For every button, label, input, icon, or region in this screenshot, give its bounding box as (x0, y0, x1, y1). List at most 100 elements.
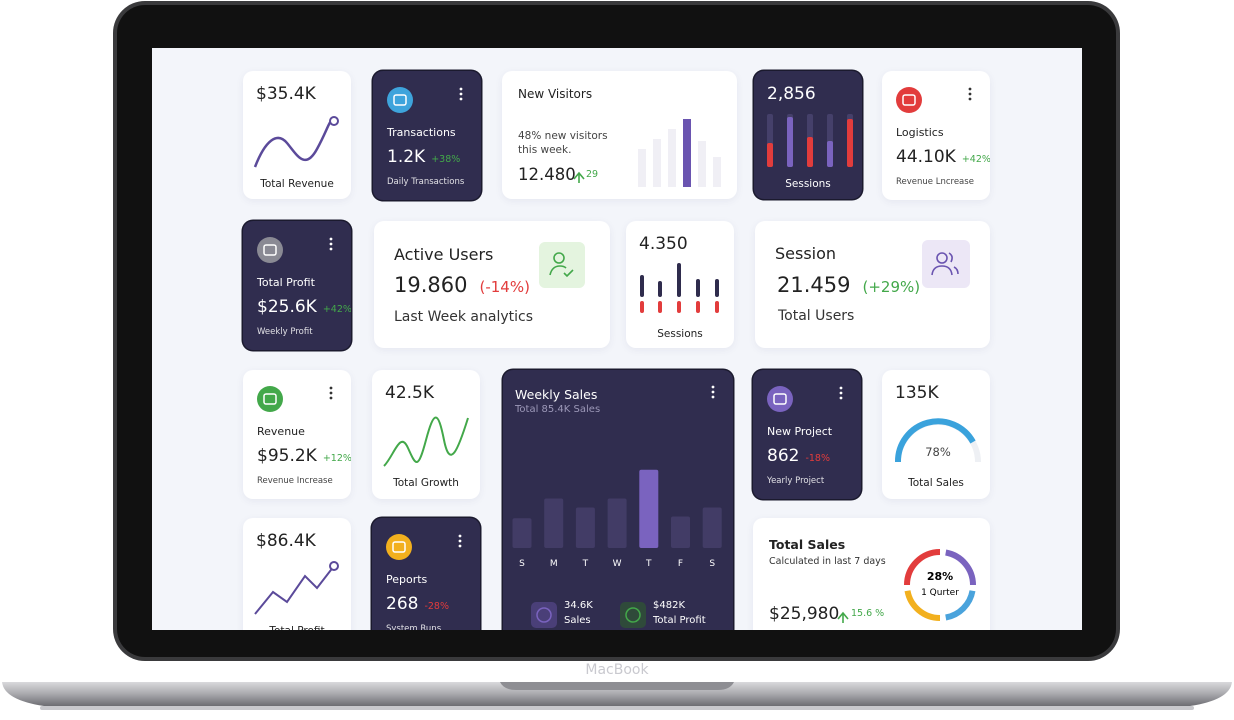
card: Total Sales Calculated in last 7 days $25,… (753, 518, 990, 630)
card: New Project 862 -18% Yearly Project (753, 370, 861, 499)
graphic (640, 263, 719, 313)
card-title: Session (775, 244, 837, 263)
menu-dot (459, 97, 463, 101)
bar (575, 507, 595, 548)
card: $86.4K Total Profit (243, 518, 351, 630)
icon-glyph (393, 94, 407, 106)
dashboard: $35.4K Total Revenue Transactions 1.2K +38% D… (152, 48, 1082, 630)
trend-end (329, 561, 339, 571)
card: Logistics 44.10K +42% Revenue Lncrease (882, 71, 990, 200)
graphic (383, 416, 469, 467)
level (847, 119, 853, 167)
level (767, 143, 773, 167)
card: 42.5K Total Growth (372, 370, 480, 499)
card-label: Total Profit (243, 625, 351, 630)
icon-box (539, 242, 585, 288)
card-value: $25.6K (257, 297, 317, 317)
graphic: 28% 1 Qurter (837, 549, 976, 623)
menu-dot (329, 391, 333, 395)
value-row: 268 -28% (386, 594, 449, 614)
card-value: $35.4K (256, 84, 316, 104)
card: Transactions 1.2K +38% Daily Transactions (373, 71, 481, 200)
trend-line (254, 565, 335, 615)
menu-button[interactable] (329, 237, 333, 251)
card-value: 2,856 (767, 84, 816, 104)
bar (702, 507, 722, 548)
card-change: (+29%) (862, 278, 921, 296)
donut-value: 28% (927, 570, 953, 583)
menu-button[interactable] (968, 87, 972, 101)
card-change: -18% (805, 453, 830, 464)
bar (607, 498, 627, 548)
menu-dot (329, 237, 333, 241)
bar-decoration (638, 149, 646, 187)
value-row: 1.2K +38% (387, 147, 460, 167)
card: New Visitors 48% new visitors this week. 1… (502, 71, 737, 199)
card-change: +38% (431, 154, 461, 165)
card-title: Active Users (394, 245, 494, 264)
menu-dot (458, 539, 462, 543)
value-row: 19.860 (-14%) (394, 273, 530, 297)
donut-label: 1 Qurter (921, 588, 959, 598)
graphic (922, 240, 970, 288)
menu-button[interactable] (711, 385, 715, 399)
menu-button[interactable] (839, 386, 843, 400)
card: Weekly Sales Total 85.4K Sales S M T W T F S 34.6… (503, 370, 733, 630)
graphic (896, 87, 972, 113)
menu-button[interactable] (329, 386, 333, 400)
icon (896, 87, 922, 113)
menu-dot (459, 87, 463, 91)
card-value: $25,980 (769, 604, 840, 624)
card-caption: Revenue Lncrease (896, 177, 974, 187)
users-body (931, 252, 959, 276)
trend-line (253, 119, 335, 168)
card: $35.4K Total Revenue (243, 71, 351, 199)
menu-dot (968, 97, 972, 101)
menu-dot (968, 87, 972, 91)
card-change: +12% (322, 453, 351, 464)
graphic (539, 242, 585, 288)
card-caption: Daily Transactions (387, 177, 465, 187)
card-title: New Project (767, 425, 833, 438)
card-label: Total Sales (908, 477, 964, 489)
card-change: 29 (586, 169, 599, 180)
card-value: 862 (767, 446, 800, 466)
x-tick-label: F (678, 559, 683, 569)
icon (257, 237, 283, 263)
stat-icon-bg (531, 602, 557, 628)
card: Active Users 19.860 (-14%) Last Week analyt… (374, 221, 610, 348)
card-title: Total Profit (257, 276, 315, 289)
stat-icon (625, 607, 641, 623)
menu-dot (711, 390, 715, 394)
menu-dot (968, 92, 972, 96)
level (807, 137, 813, 167)
donut-segment (945, 590, 976, 621)
menu-dot (329, 247, 333, 251)
card-change: 15.6 % (851, 608, 885, 619)
x-tick-label: S (709, 559, 715, 569)
device-label: MacBook (585, 662, 649, 678)
icon-glyph (773, 393, 787, 405)
card-subtitle: Calculated in last 7 days (769, 556, 886, 567)
card-change: +42% (961, 154, 990, 165)
card-label: Sessions (785, 178, 831, 190)
stat-icon-bg (620, 602, 646, 628)
value-row: 862 -18% (767, 446, 830, 466)
bar-decoration (668, 129, 676, 187)
trend-end (329, 116, 339, 126)
card: Peports 268 -28% System Runs (372, 518, 480, 630)
icon-box (922, 240, 970, 288)
x-tick-label: T (582, 559, 589, 569)
menu-button[interactable] (459, 87, 463, 101)
menu-dot (329, 386, 333, 390)
menu-dot (458, 544, 462, 548)
card: Session 21.459 (+29%) Total Users (755, 221, 990, 348)
card-value: 19.860 (394, 273, 468, 297)
menu-button[interactable] (458, 534, 462, 548)
card-label: Total Revenue (260, 178, 334, 190)
bar-decoration (683, 119, 691, 187)
donut-segment (904, 590, 941, 621)
card-subtitle: Total 85.4K Sales (515, 404, 601, 415)
card-value: 42.5K (385, 383, 434, 403)
